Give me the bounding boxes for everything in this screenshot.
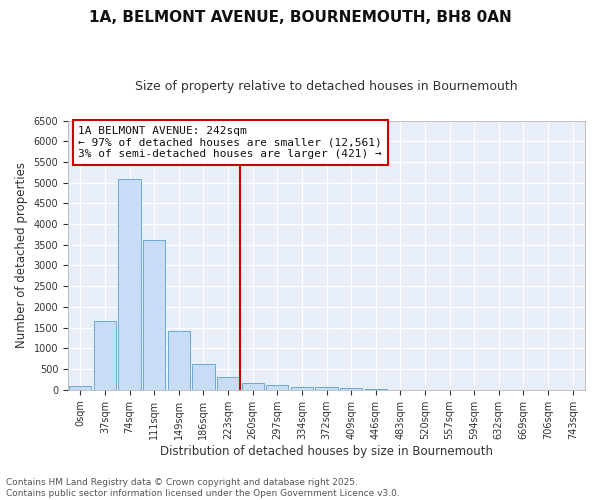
Y-axis label: Number of detached properties: Number of detached properties — [15, 162, 28, 348]
Text: 1A, BELMONT AVENUE, BOURNEMOUTH, BH8 0AN: 1A, BELMONT AVENUE, BOURNEMOUTH, BH8 0AN — [89, 10, 511, 25]
Bar — [266, 385, 289, 390]
Bar — [118, 178, 140, 390]
Bar — [69, 386, 91, 390]
Text: 1A BELMONT AVENUE: 242sqm
← 97% of detached houses are smaller (12,561)
3% of se: 1A BELMONT AVENUE: 242sqm ← 97% of detac… — [79, 126, 382, 159]
Bar — [242, 384, 264, 390]
Bar — [94, 322, 116, 390]
Bar — [291, 386, 313, 390]
Bar — [193, 364, 215, 390]
Bar — [217, 377, 239, 390]
Bar — [143, 240, 165, 390]
X-axis label: Distribution of detached houses by size in Bournemouth: Distribution of detached houses by size … — [160, 444, 493, 458]
Bar — [365, 388, 387, 390]
Bar — [340, 388, 362, 390]
Bar — [316, 388, 338, 390]
Text: Contains HM Land Registry data © Crown copyright and database right 2025.
Contai: Contains HM Land Registry data © Crown c… — [6, 478, 400, 498]
Title: Size of property relative to detached houses in Bournemouth: Size of property relative to detached ho… — [135, 80, 518, 93]
Bar — [168, 330, 190, 390]
